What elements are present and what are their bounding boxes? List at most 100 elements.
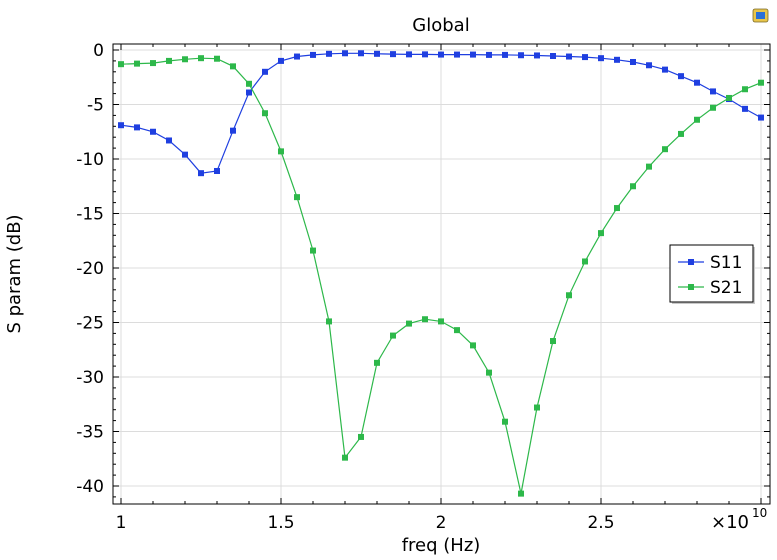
series-s21-point	[566, 292, 572, 299]
series-s21-point	[294, 194, 300, 201]
x-tick-label: 1.5	[267, 513, 294, 533]
series-s21-point	[150, 60, 156, 67]
series-s11-point	[278, 57, 284, 64]
series-s21-point	[598, 230, 604, 237]
y-tick-label: 0	[93, 41, 104, 61]
series-s11-point	[182, 151, 188, 158]
series-s21-point	[694, 116, 700, 123]
series-s11-point	[742, 105, 748, 112]
series-s21-point	[230, 63, 236, 70]
series-s21	[118, 55, 764, 497]
series-s11-point	[342, 50, 348, 57]
series-s11-point	[230, 127, 236, 134]
series-s21-point	[198, 55, 204, 62]
series-s21-point	[678, 130, 684, 137]
series-s11-point	[470, 51, 476, 58]
series-s11-point	[598, 55, 604, 62]
series-s21-point	[758, 79, 764, 86]
series-s11	[118, 50, 764, 177]
chart-title: Global	[412, 15, 469, 36]
series-s21-point	[646, 163, 652, 170]
series-s21-point	[502, 418, 508, 425]
series-s21-point	[326, 318, 332, 325]
series-s11-point	[646, 62, 652, 69]
x-tick-label: 2.5	[587, 513, 614, 533]
series-s11-point	[262, 68, 268, 75]
series-s21-point	[278, 148, 284, 155]
series-s21-point	[390, 332, 396, 339]
series-s11-point	[566, 53, 572, 60]
y-tick-label: -5	[87, 96, 104, 116]
legend-item-s21: S21	[678, 278, 742, 298]
series-s11-point	[678, 73, 684, 80]
legend-swatch-marker	[688, 259, 694, 265]
ticks: 1 1.5 2 2.5 0 -5 -10 -15 -20 -25 -30 -35 -40	[76, 41, 770, 533]
series-s21-point	[166, 57, 172, 64]
series-s11-point	[502, 51, 508, 58]
series-s11-point	[454, 51, 460, 58]
series-s21-point	[438, 318, 444, 325]
y-axis-title: S param (dB)	[4, 214, 25, 333]
color-swatch-inner	[756, 12, 765, 19]
series-s11-point	[390, 51, 396, 58]
series-s21-point	[310, 247, 316, 254]
series-s11-point	[630, 58, 636, 65]
series-s11-point	[534, 52, 540, 59]
series-s11-point	[694, 79, 700, 86]
series-s11-point	[246, 89, 252, 96]
series-s11-point	[422, 51, 428, 58]
y-tick-label: -20	[76, 259, 104, 279]
series-layer	[118, 50, 764, 497]
series-s21-point	[614, 205, 620, 212]
series-s11-point	[438, 51, 444, 58]
series-s21-point	[454, 327, 460, 334]
series-s11-point	[614, 56, 620, 63]
series-s11-point	[374, 50, 380, 57]
y-tick-label: -25	[76, 314, 104, 334]
x-multiplier-exponent: 10	[752, 506, 767, 520]
series-s11-point	[310, 51, 316, 58]
series-s11-point	[550, 52, 556, 59]
legend-swatch-marker	[688, 284, 694, 290]
x-multiplier-base: ×10	[711, 512, 749, 533]
series-s21-point	[214, 55, 220, 62]
corner-icon[interactable]	[752, 8, 769, 23]
series-s11-point	[166, 137, 172, 144]
series-s21-point	[406, 320, 412, 327]
series-s21-point	[662, 146, 668, 153]
legend-label-s21: S21	[710, 278, 742, 298]
series-s11-point	[518, 52, 524, 59]
series-s21-point	[486, 369, 492, 376]
series-s21-point	[342, 454, 348, 461]
series-s21-point	[710, 104, 716, 111]
series-s11-point	[294, 53, 300, 60]
series-s11-point	[758, 114, 764, 121]
series-s11-point	[150, 128, 156, 135]
y-tick-label: -10	[76, 150, 104, 170]
series-s11-point	[134, 124, 140, 131]
series-s21-point	[518, 490, 524, 497]
series-s11-point	[358, 50, 364, 57]
y-tick-label: -15	[76, 205, 104, 225]
x-tick-label: 2	[436, 513, 447, 533]
y-tick-label: -40	[76, 477, 104, 497]
series-s11-point	[198, 170, 204, 177]
series-s21-point	[470, 342, 476, 349]
series-s21-point	[534, 404, 540, 411]
series-s21-point	[742, 86, 748, 93]
series-s21-point	[246, 80, 252, 87]
series-s11-point	[118, 122, 124, 129]
series-s21-point	[422, 316, 428, 323]
series-s11-point	[662, 66, 668, 73]
series-s11-point	[406, 51, 412, 58]
series-s21-point	[182, 56, 188, 63]
series-s21-point	[630, 183, 636, 190]
x-axis-title: freq (Hz)	[402, 535, 481, 556]
series-s21-point	[374, 359, 380, 366]
series-s11-point	[326, 50, 332, 57]
series-s21-point	[582, 258, 588, 265]
x-multiplier: ×10 10	[711, 506, 767, 533]
y-tick-label: -30	[76, 368, 104, 388]
